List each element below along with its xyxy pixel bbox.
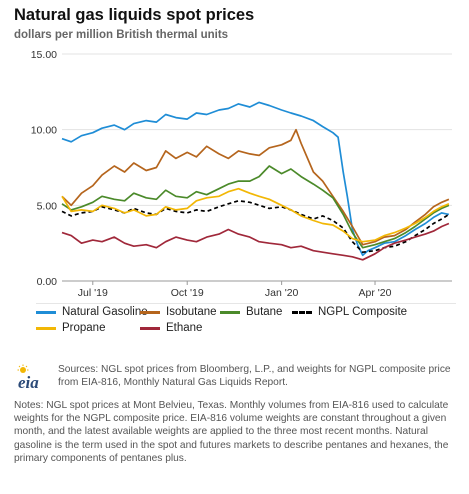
eia-logo-icon	[17, 364, 29, 373]
legend-swatch	[140, 326, 160, 330]
series-line-ngpl-composite	[61, 199, 450, 254]
chart-subtitle: dollars per million British thermal unit…	[14, 29, 229, 41]
series-lines	[61, 101, 450, 261]
series-line-butane	[61, 165, 450, 249]
chart-title: Natural gas liquids spot prices	[14, 6, 255, 24]
x-tick-label: Jul '19	[78, 287, 108, 299]
legend-item: Butane	[220, 306, 282, 318]
legend-swatch	[140, 310, 160, 314]
legend-label: Natural Gasoline	[62, 306, 148, 318]
notes-text: Notes: NGL spot prices at Mont Belvieu, …	[14, 400, 449, 464]
series-line-isobutane	[61, 128, 450, 246]
legend-label: Ethane	[166, 322, 203, 334]
legend-label: NGPL Composite	[318, 306, 408, 318]
line-chart: 0.00 5.00 10.00 15.00 Jul '19 Oct '19 Jan '20…	[31, 49, 452, 299]
x-tick-label: Apr '20	[359, 287, 392, 299]
series-line-natural-gasoline	[61, 101, 450, 257]
legend-label: Isobutane	[166, 306, 217, 318]
x-tick-label: Oct '19	[171, 287, 204, 299]
series-line-ethane	[61, 222, 450, 261]
x-tick-label: Jan '20	[265, 287, 299, 299]
legend-item: Natural Gasoline	[36, 306, 148, 318]
legend-divider	[36, 303, 456, 336]
legend-item: NGPL Composite	[292, 306, 407, 318]
legend-swatch	[36, 310, 56, 314]
sources-text: Sources: NGL spot prices from Bloomberg,…	[58, 364, 451, 388]
y-tick-label: 5.00	[37, 200, 58, 212]
legend-swatch	[36, 326, 56, 330]
legend-item: Isobutane	[140, 306, 217, 318]
x-axis-ticks: Jul '19 Oct '19 Jan '20 Apr '20	[78, 281, 392, 299]
legend-swatch	[292, 310, 312, 314]
legend-label: Butane	[246, 306, 283, 318]
series-line-propane	[61, 187, 450, 243]
legend-item: Ethane	[140, 322, 202, 334]
eia-logo-text: eia	[18, 373, 39, 392]
legend-swatch	[220, 310, 240, 314]
y-axis-ticks: 0.00 5.00 10.00 15.00	[31, 49, 57, 288]
legend-item: Propane	[36, 322, 105, 334]
gridlines	[62, 53, 452, 282]
y-tick-label: 0.00	[37, 276, 58, 288]
y-tick-label: 15.00	[31, 49, 57, 61]
y-tick-label: 10.00	[31, 125, 57, 137]
legend-label: Propane	[62, 322, 106, 334]
